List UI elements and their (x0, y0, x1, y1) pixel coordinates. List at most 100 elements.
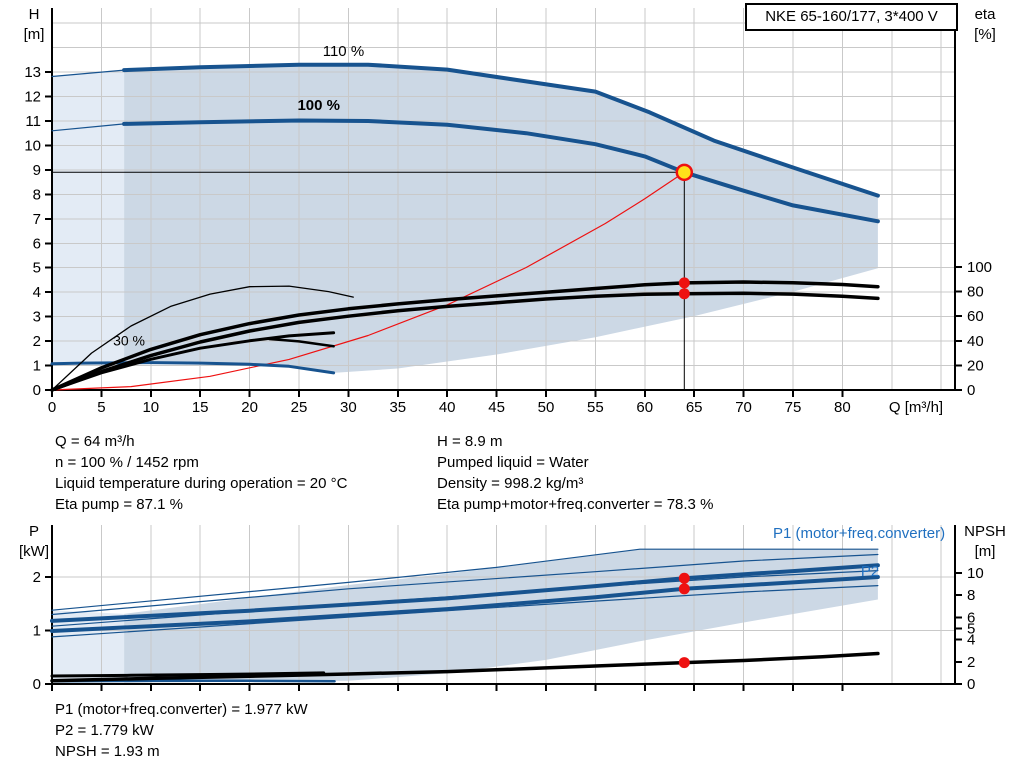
curve-label: 100 % (297, 97, 340, 114)
curve-p2-lower-thin (51, 584, 879, 638)
curve-label: P1 (motor+freq.converter) (773, 525, 945, 542)
x-tick-label: 35 (389, 399, 406, 416)
x-tick-label: 65 (686, 399, 703, 416)
power-npsh-info: P1 (motor+freq.converter) = 1.977 kW P2 =… (55, 699, 308, 762)
info-line: NPSH = 1.93 m (55, 743, 160, 760)
x-tick-label: 55 (587, 399, 604, 416)
y-right-axis-title: [%] (974, 26, 996, 43)
x-tick-label: 15 (192, 399, 209, 416)
info-line: Pumped liquid = Water (437, 454, 589, 471)
y-right-tick-label: 10 (967, 565, 984, 582)
panel-pn: 0 1 2 0 2 456 8 10 P [kW] NPSH [m] P1 (motor+freq.co… (19, 523, 1006, 693)
y-left-tick-label: 11 (25, 113, 41, 130)
y-right-axis-title: [m] (975, 543, 996, 560)
curve-curve-110pct-lowflow (51, 69, 125, 78)
curve-npsh-curve (50, 651, 880, 683)
y-right-tick-label: 5 (967, 620, 975, 637)
curve-label: 30 % (113, 332, 145, 348)
info-line: H = 8.9 m (437, 433, 503, 450)
y-left-axis-title: P (29, 523, 39, 540)
info-line: P2 = 1.779 kW (55, 722, 154, 739)
curve-p1-curve (50, 563, 880, 623)
y-right-tick-label: 20 (967, 357, 984, 374)
y-right-tick-label: 60 (967, 308, 984, 325)
duty-point-info-right: H = 8.9 m Pumped liquid = Water Density = … (437, 431, 713, 515)
y-left-tick-label: 0 (33, 382, 41, 399)
curve-npsh-reduced-speed (50, 671, 326, 678)
x-tick-label: 60 (636, 399, 653, 416)
x-tick-label: 70 (735, 399, 752, 416)
y-right-tick-label: 0 (967, 676, 975, 693)
x-tick-label: 50 (538, 399, 555, 416)
x-tick-label: 40 (439, 399, 456, 416)
curve-curve-100pct (122, 118, 880, 224)
x-tick-label: 45 (488, 399, 505, 416)
y-left-tick-label: 1 (33, 358, 41, 375)
y-right-axis-title: NPSH (964, 523, 1006, 540)
info-line: Q = 64 m³/h (55, 433, 135, 450)
y-left-tick-label: 2 (33, 333, 41, 350)
info-line: Liquid temperature during operation = 20… (55, 475, 348, 492)
y-right-tick-label: 2 (967, 654, 975, 671)
y-right-tick-label: 80 (967, 284, 984, 301)
x-tick-label: 10 (142, 399, 159, 416)
y-left-tick-label: 9 (33, 162, 41, 179)
eta-pump-point (678, 277, 690, 289)
x-tick-label: 25 (291, 399, 308, 416)
y-right-tick-label: 0 (967, 382, 975, 399)
y-left-tick-label: 2 (33, 569, 41, 586)
info-line: Eta pump = 87.1 % (55, 496, 183, 513)
pump-model-title: NKE 65-160/177, 3*400 V (745, 3, 958, 31)
eta-total-point (678, 288, 690, 300)
npsh-point (678, 657, 690, 669)
p1-point (678, 572, 690, 584)
curve-p1-110pct (51, 553, 879, 616)
duty-point-info-left: Q = 64 m³/h n = 100 % / 1452 rpm Liquid te… (55, 431, 347, 515)
x-tick-label: 20 (241, 399, 258, 416)
curve-control-curve (51, 171, 685, 391)
y-right-tick-label: 8 (967, 587, 975, 604)
x-tick-label: 0 (48, 399, 56, 416)
x-tick-label: 75 (785, 399, 802, 416)
y-left-axis-title: H (29, 6, 40, 23)
y-left-tick-label: 3 (33, 309, 41, 326)
y-right-tick-label: 6 (967, 609, 975, 626)
y-right-tick-label: 100 (967, 259, 992, 276)
y-left-tick-label: 0 (33, 676, 41, 693)
y-left-tick-label: 12 (24, 89, 41, 106)
y-right-tick-label: 4 (967, 632, 975, 649)
x-tick-label: 30 (340, 399, 357, 416)
curve-p1-110pct-limit (51, 548, 879, 611)
curve-label: P2 (861, 563, 879, 580)
y-left-tick-label: 8 (33, 186, 41, 203)
info-line: P1 (motor+freq.converter) = 1.977 kW (55, 701, 308, 718)
curve-eta-reduced-speed-arc (51, 285, 354, 391)
power-envelope (124, 549, 878, 683)
y-left-tick-label: 7 (33, 211, 41, 228)
duty-point (675, 163, 694, 182)
y-left-tick-label: 1 (33, 623, 41, 640)
x-tick-label: 80 (834, 399, 851, 416)
p2-point (678, 583, 690, 595)
curve-eta-pump (50, 280, 880, 392)
y-right-axis-title: eta (975, 6, 997, 23)
y-left-axis-title: [m] (24, 26, 45, 43)
curve-label: 110 % (323, 43, 364, 60)
info-line: Density = 998.2 kg/m³ (437, 475, 584, 492)
y-left-tick-label: 5 (33, 260, 41, 277)
curve-eta-reduced-branch (268, 337, 335, 348)
curve-curve-110pct (122, 62, 880, 198)
x-axis-title: Q [m³/h] (889, 399, 943, 416)
envelope-low-flow (52, 70, 125, 364)
y-left-tick-label: 6 (33, 235, 41, 252)
curve-curve-100pct-lowflow (51, 123, 125, 132)
info-line: n = 100 % / 1452 rpm (55, 454, 199, 471)
curve-eta-pump-motor-freq (50, 291, 880, 392)
x-tick-label: 5 (97, 399, 105, 416)
info-line: Eta pump+motor+freq.converter = 78.3 % (437, 496, 714, 513)
y-right-tick-label: 40 (967, 333, 984, 350)
curve-p2-curve (50, 575, 880, 633)
